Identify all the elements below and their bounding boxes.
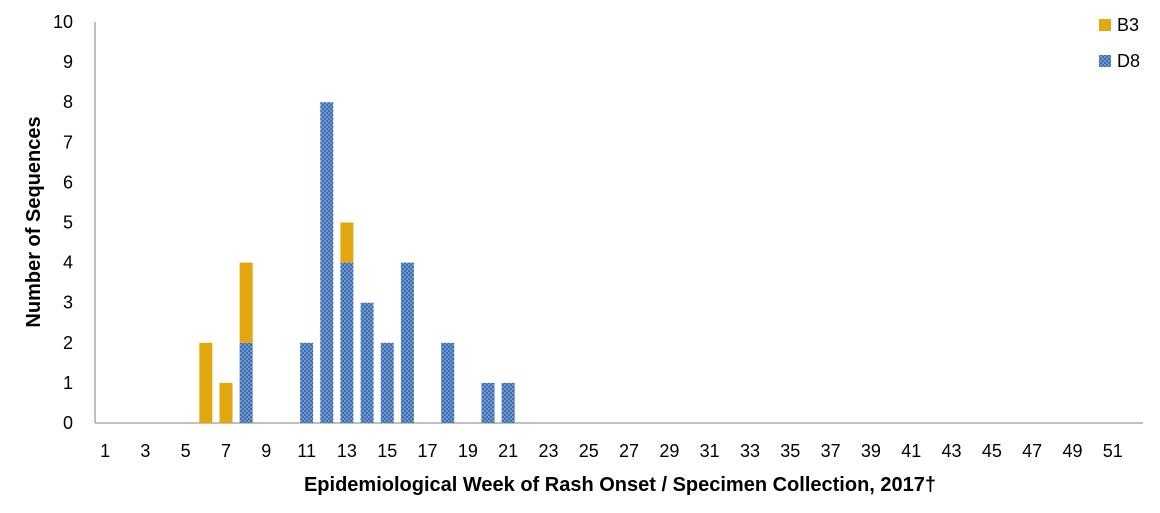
y-tick-label: 2	[63, 333, 73, 353]
x-tick-labels: 1 3 5 7 9 11 13 15 17 19 21 23 25 27 29 31 33 35 37 39 41 43 4…	[100, 441, 1123, 461]
bars	[199, 102, 515, 423]
bar-d8-week-12	[320, 102, 334, 423]
x-tick-label: 3	[140, 441, 150, 461]
x-tick-label: 5	[181, 441, 191, 461]
x-tick-label: 23	[538, 441, 558, 461]
x-tick-label: 43	[942, 441, 962, 461]
bar-d8-week-14	[360, 302, 374, 423]
y-tick-label: 8	[63, 92, 73, 112]
x-tick-label: 51	[1103, 441, 1123, 461]
bar-d8-week-13	[340, 262, 354, 423]
legend-label-b3: B3	[1117, 15, 1139, 35]
bar-b3-week-13	[340, 222, 354, 263]
bar-d8-week-21	[501, 382, 515, 423]
x-tick-label: 9	[261, 441, 271, 461]
bar-b3-week-6	[199, 342, 213, 423]
bar-d8-week-11	[300, 342, 314, 423]
x-tick-label: 1	[100, 441, 110, 461]
x-tick-label: 19	[458, 441, 478, 461]
y-tick-label: 1	[63, 373, 73, 393]
x-tick-label: 17	[418, 441, 438, 461]
x-tick-label: 27	[619, 441, 639, 461]
y-axis-title: Number of Sequences	[23, 116, 45, 327]
x-tick-label: 31	[700, 441, 720, 461]
y-tick-label: 6	[63, 172, 73, 192]
bar-d8-week-8	[239, 342, 253, 423]
x-axis-title: Epidemiological Week of Rash Onset / Spe…	[304, 474, 936, 496]
x-tick-label: 49	[1062, 441, 1082, 461]
x-tick-label: 7	[221, 441, 231, 461]
x-tick-label: 11	[297, 441, 316, 461]
y-tick-label: 0	[63, 413, 73, 433]
bar-b3-week-8	[239, 262, 253, 343]
x-tick-label: 37	[821, 441, 841, 461]
x-tick-label: 33	[740, 441, 760, 461]
x-tick-label: 41	[901, 441, 921, 461]
axes	[94, 22, 1143, 424]
legend-swatch-d8	[1099, 55, 1111, 67]
legend-swatch-b3	[1099, 19, 1111, 31]
y-tick-label: 5	[63, 213, 73, 233]
bar-d8-week-20	[481, 382, 495, 423]
x-tick-label: 21	[498, 441, 518, 461]
x-tick-label: 25	[579, 441, 599, 461]
bar-d8-week-16	[400, 262, 414, 423]
bar-b3-week-7	[219, 382, 233, 423]
x-tick-label: 29	[659, 441, 679, 461]
x-tick-label: 47	[1022, 441, 1042, 461]
bar-d8-week-18	[441, 342, 455, 423]
y-tick-label: 4	[63, 253, 73, 273]
x-tick-label: 13	[337, 441, 357, 461]
y-tick-label: 9	[63, 52, 73, 72]
x-tick-label: 15	[377, 441, 397, 461]
y-tick-label: 10	[53, 12, 73, 32]
x-tick-label: 39	[861, 441, 881, 461]
legend: B3 D8	[1099, 15, 1140, 71]
bar-d8-week-15	[380, 342, 394, 423]
x-tick-label: 35	[780, 441, 800, 461]
y-tick-label: 7	[63, 132, 73, 152]
y-tick-label: 3	[63, 293, 73, 313]
y-tick-labels: 0 1 2 3 4 5 6 7 8 9 10	[53, 12, 73, 433]
legend-label-d8: D8	[1117, 51, 1140, 71]
x-tick-label: 45	[982, 441, 1002, 461]
